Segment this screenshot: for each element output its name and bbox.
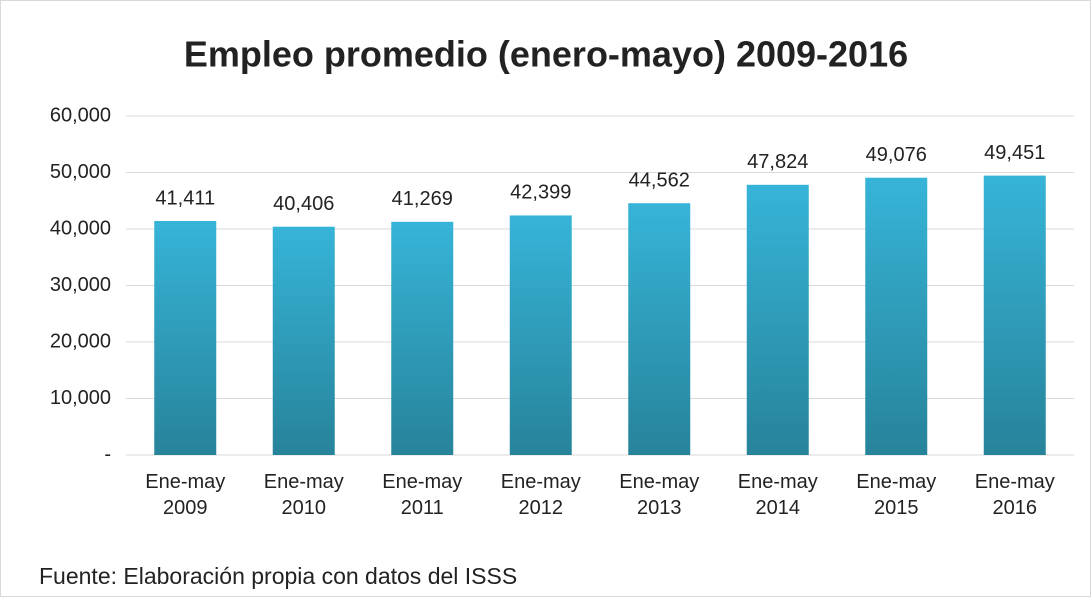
y-tick-label: -: [104, 443, 111, 465]
bar: [628, 203, 691, 455]
x-tick-label: Ene-may 2012: [500, 471, 581, 519]
y-tick-label: 30,000: [50, 274, 111, 296]
y-tick-label: 40,000: [50, 217, 111, 239]
bar: [391, 221, 454, 455]
data-label: 49,451: [984, 142, 1045, 164]
x-tick-label: Ene-may 2015: [856, 471, 937, 519]
y-tick-label: 20,000: [50, 330, 111, 352]
data-label: 44,562: [629, 170, 690, 192]
data-label: 41,269: [392, 188, 453, 210]
x-tick-label: Ene-may 2013: [619, 471, 700, 519]
data-label: 40,406: [273, 193, 334, 215]
data-label: 42,399: [510, 182, 571, 204]
bar: [509, 215, 572, 455]
data-label: 47,824: [747, 151, 808, 173]
data-label: 49,076: [866, 144, 927, 166]
source-note: Fuente: Elaboración propia con datos del…: [39, 563, 518, 589]
x-tick-label: Ene-may 2009: [145, 471, 226, 519]
bar: [154, 221, 217, 455]
x-tick-label: Ene-may 2010: [263, 471, 344, 519]
x-tick-label: Ene-may 2011: [382, 471, 463, 519]
y-tick-label: 60,000: [50, 104, 111, 126]
chart-title: Empleo promedio (enero-mayo) 2009-2016: [184, 34, 908, 75]
bar: [865, 177, 928, 456]
y-tick-label: 50,000: [50, 161, 111, 183]
x-tick-label: Ene-may 2016: [974, 471, 1055, 519]
data-label: 41,411: [155, 187, 215, 209]
bar: [272, 226, 335, 455]
x-tick-label: Ene-may 2014: [737, 471, 818, 519]
bar: [983, 175, 1046, 455]
bar: [746, 184, 809, 455]
y-tick-label: 10,000: [50, 387, 111, 409]
